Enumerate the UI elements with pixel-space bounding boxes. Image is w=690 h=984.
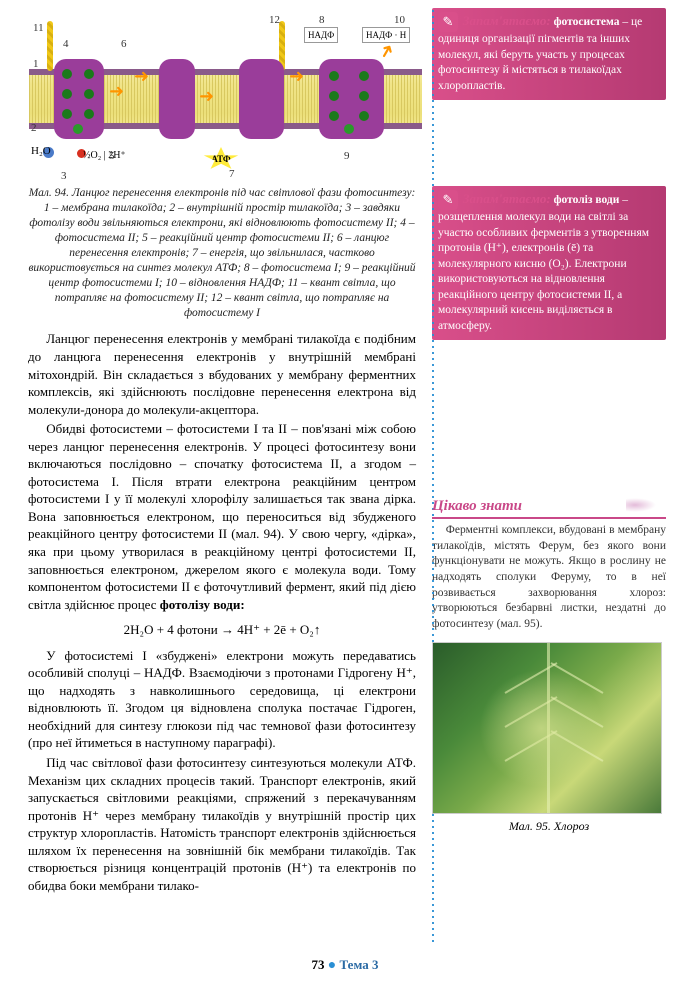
curious-text: Ферментні комплекси, вбудовані в мембран… [432,523,666,632]
remember-box-1: ✎ Запам'ятаємо: фотосистема – це одиниця… [432,8,666,100]
chlorosis-leaf-image [432,642,662,814]
page-number: 73 [312,957,325,972]
o2-label: ½O₂ | 2H⁺ [83,149,126,163]
paragraph-4: Під час світлової фази фотосинтезу синте… [28,754,416,894]
paragraph-2: Обидві фотосистеми – фотосистеми І та ІІ… [28,420,416,613]
curious-header: Цікаво знати [432,496,666,519]
nadp-h-label: НАДФ · Н [362,27,410,43]
paragraph-1: Ланцюг перенесення електронів у мембрані… [28,330,416,418]
remember-2-keyword: фотоліз води [554,194,620,206]
figure-94-caption: Мал. 94. Ланцюг перенесення електронів п… [28,186,416,320]
theme-label: Тема 3 [340,957,379,972]
nadp-label: НАДФ [304,27,338,43]
page-footer: 73 ● Тема 3 [0,956,690,976]
paragraph-3: У фотосистемі І «збуджені» електрони мож… [28,647,416,752]
photolysis-formula: 2H₂O + 4 фотони → 4H⁺ + 2ē + O₂↑ [28,621,416,639]
remember-2-title: Запам'ятаємо: [463,191,551,206]
figure-95-caption: Мал. 95. Хлороз [432,818,666,834]
photosynthesis-diagram: ➜ ➜ ➜ ➜ ➜ АТФ НАДФ НАДФ · Н H₂O ½O₂ | 2H… [28,8,423,178]
remember-2-text: – розщеплення молекул води на світлі за … [438,194,649,332]
remember-box-2: ✎ Запам'ятаємо: фотоліз води – розщеплен… [432,186,666,340]
main-text: Ланцюг перенесення електронів у мембрані… [28,330,416,894]
remember-1-title: Запам'ятаємо: [463,13,551,28]
remember-1-keyword: фотосистема [554,16,620,28]
h2o-label: H₂O [31,144,51,159]
remember-icon: ✎ [438,12,458,32]
remember-icon: ✎ [438,190,458,210]
